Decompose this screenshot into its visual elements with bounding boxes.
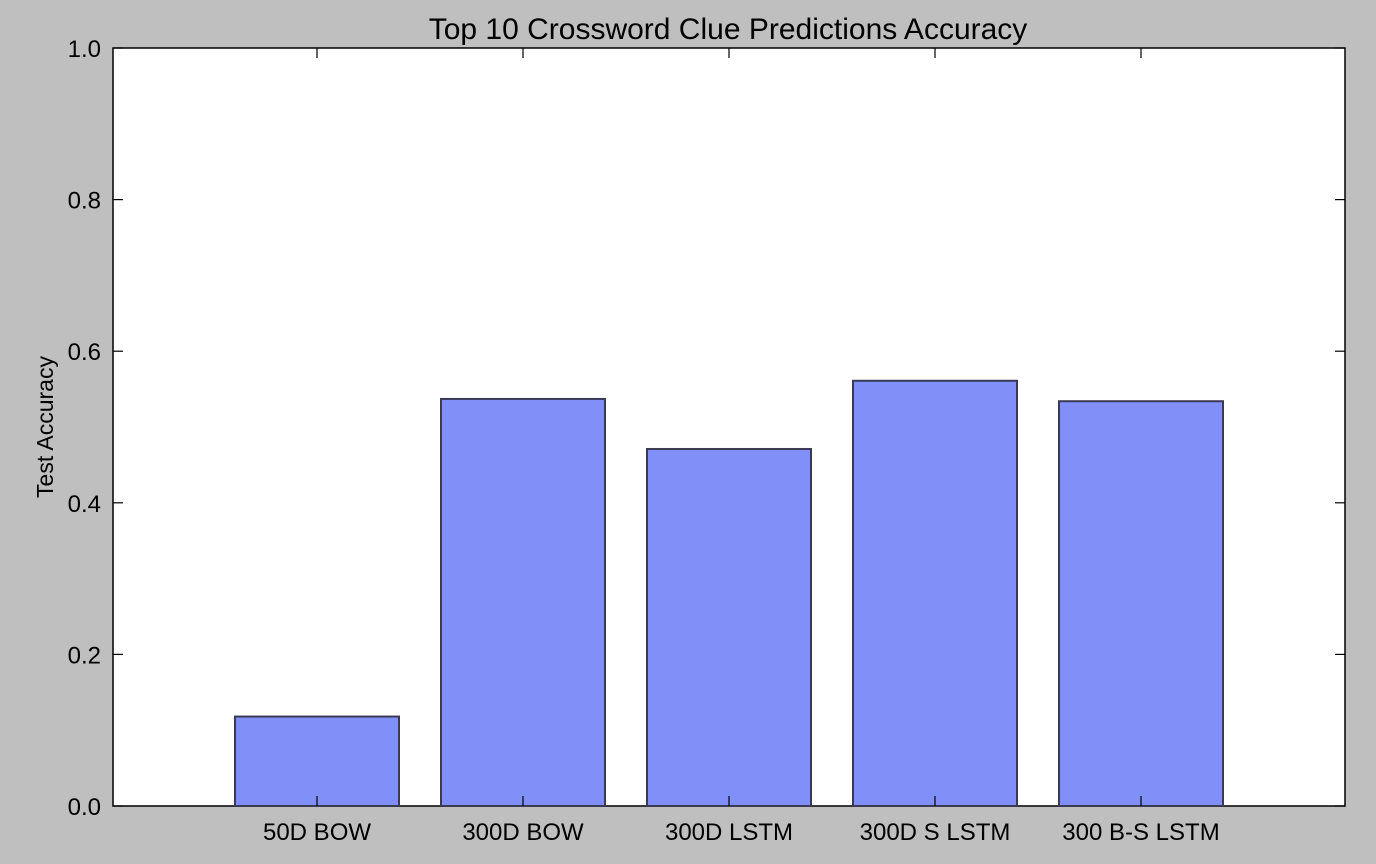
y-tick-label-6: 1.0 [68,36,101,63]
x-tick-label-2: 300D BOW [462,819,584,846]
bar-4 [852,379,1018,807]
x-tick-label-3: 300D LSTM [665,819,793,846]
x-tick-label-4: 300D S LSTM [860,819,1011,846]
y-tick-label-1: 0.0 [68,794,101,821]
y-tick-label-3: 0.4 [68,491,101,518]
bars [234,379,1224,808]
y-tick-label-2: 0.2 [68,642,101,669]
y-tick-label-4: 0.6 [68,339,101,366]
x-ticks: 50D BOW 300D BOW 300D LSTM 300D S LSTM 300 B… [263,48,1220,846]
chart-title: Top 10 Crossword Clue Predictions Accura… [429,13,1028,46]
y-tick-label-5: 0.8 [68,188,101,215]
bar-1 [234,715,400,808]
bar-5 [1058,400,1224,807]
x-tick-label-1: 50D BOW [263,819,371,846]
y-ticks: 0.0 0.2 0.4 0.6 0.8 1.0 [68,36,1345,821]
bar-2 [440,397,606,807]
bar-3 [646,447,812,807]
y-axis-label: Test Accuracy [32,356,58,498]
x-tick-label-5: 300 B-S LSTM [1062,819,1219,846]
